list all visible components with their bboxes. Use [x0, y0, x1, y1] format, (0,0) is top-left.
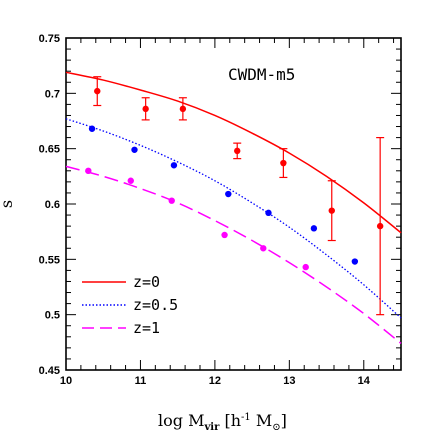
- y-tick-label: 0.45: [39, 365, 60, 377]
- data-point-z-0-5: [131, 146, 138, 153]
- data-point-z-0: [328, 207, 335, 214]
- x-axis-label-units-open: [h: [219, 411, 241, 430]
- series-line-z-0-5: [65, 118, 402, 319]
- data-point-z-0-5: [88, 125, 96, 132]
- data-point-z-0: [234, 147, 241, 155]
- y-tick-label: 0.65: [39, 144, 60, 156]
- data-point-z-1: [302, 263, 309, 271]
- x-tick-label: 11: [135, 375, 147, 387]
- data-point-z-0: [94, 87, 101, 95]
- x-tick-label: 13: [283, 375, 295, 387]
- axes-layer: 10 11 12 13 14 0.45 0.5 0.55 0.6 0.65 0.7 0.75: [39, 33, 402, 387]
- data-point-z-1: [85, 167, 92, 174]
- data-point-z-0-5: [310, 225, 318, 232]
- y-tick-label: 0.7: [45, 88, 60, 100]
- points-layer: [85, 76, 385, 316]
- data-point-z-0-5: [351, 258, 359, 265]
- x-axis-label: log Mvir [h-1 M⊙]: [158, 411, 287, 433]
- legend: z=0 z=0.5 z=1: [82, 273, 178, 337]
- x-tick-label: 10: [60, 375, 72, 387]
- x-axis-label-sub: vir: [203, 422, 220, 433]
- x-axis-label-units-mid: M: [251, 411, 272, 430]
- plot-frame: [65, 37, 402, 371]
- data-point-z-1: [168, 197, 175, 204]
- data-point-z-0: [142, 105, 149, 113]
- x-tick-label: 12: [209, 375, 221, 387]
- data-point-z-1: [221, 231, 228, 239]
- legend-label-z-1: z=1: [133, 319, 160, 337]
- legend-label-z-0-5: z=0.5: [133, 296, 178, 314]
- data-point-z-0: [280, 159, 287, 167]
- data-point-z-0-5: [170, 162, 178, 169]
- y-tick-label: 0.55: [39, 254, 60, 266]
- y-tick-label: 0.5: [45, 310, 60, 322]
- y-tick-label: 0.75: [39, 33, 60, 45]
- sun-symbol: ⊙: [272, 422, 280, 433]
- data-point-z-0: [179, 105, 187, 113]
- series-line-z-0: [65, 71, 402, 234]
- x-axis-label-main: log M: [158, 411, 204, 430]
- y-tick-label: 0.6: [45, 199, 60, 211]
- x-axis-label-sup: -1: [241, 412, 251, 423]
- data-point-z-1: [260, 245, 267, 252]
- data-point-z-0-5: [225, 190, 232, 198]
- y-axis-label: s: [0, 200, 16, 208]
- data-point-z-0-5: [265, 209, 272, 217]
- x-axis-label-units-close: ]: [281, 411, 287, 430]
- data-point-z-0: [376, 222, 384, 230]
- x-tick-label: 14: [358, 375, 371, 387]
- series-line-z-1: [65, 165, 402, 345]
- chart-annotation: CWDM-m5: [228, 65, 295, 84]
- data-point-z-1: [127, 177, 134, 184]
- legend-label-z-0: z=0: [133, 273, 160, 291]
- curves-layer: [65, 71, 402, 345]
